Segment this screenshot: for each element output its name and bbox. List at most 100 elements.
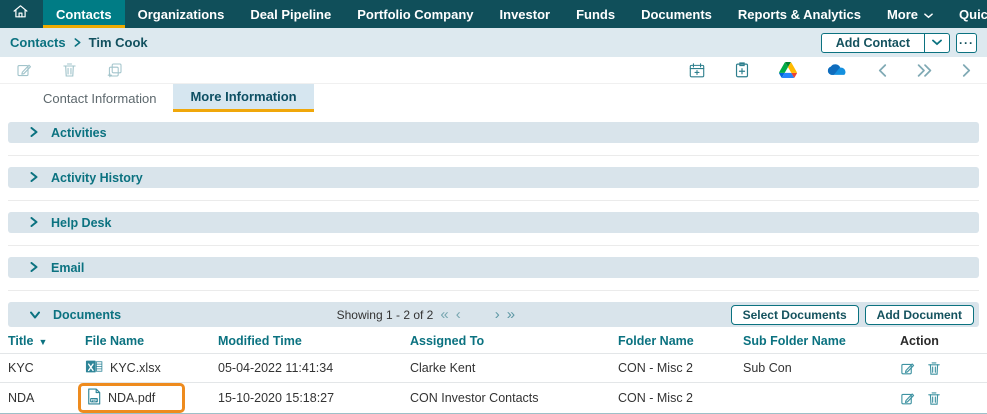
tab-label: Contact Information: [43, 90, 157, 106]
previous-page-icon[interactable]: ‹: [455, 306, 461, 323]
detail-tabs: Contact Information More Information: [0, 84, 987, 112]
edit-icon[interactable]: [900, 361, 915, 376]
column-header-file-name[interactable]: File Name: [85, 334, 145, 348]
nav-item-label: Contacts: [56, 6, 112, 22]
edit-icon[interactable]: [16, 62, 32, 78]
svg-text:PDF: PDF: [91, 398, 97, 402]
chevron-right-icon: [30, 214, 38, 232]
file-link[interactable]: PDF NDA.pdf: [87, 388, 155, 408]
cell-folder-name: CON - Misc 2: [610, 382, 735, 414]
skip-forward-icon[interactable]: [917, 63, 932, 77]
section-help-desk: Help Desk: [8, 212, 979, 246]
file-link[interactable]: KYC.xlsx: [85, 359, 161, 377]
record-toolbar: [0, 57, 987, 84]
tab-more-information[interactable]: More Information: [173, 84, 314, 112]
section-activity-history: Activity History: [8, 167, 979, 201]
nav-item-documents[interactable]: Documents: [628, 0, 725, 28]
tab-label: More Information: [190, 89, 297, 104]
calendar-add-icon[interactable]: [689, 62, 705, 78]
chevron-right-icon: [74, 38, 81, 47]
section-label: Activity History: [51, 170, 143, 185]
column-header-title[interactable]: Title ▼: [8, 334, 48, 348]
nav-item-label: Deal Pipeline: [250, 6, 332, 22]
section-list: Activities Activity History Help Desk Em…: [0, 112, 987, 291]
last-page-icon[interactable]: »: [506, 306, 516, 323]
first-page-icon[interactable]: «: [440, 306, 449, 323]
cell-assigned-to: Clarke Kent: [402, 353, 610, 383]
more-actions-button[interactable]: ···: [956, 32, 977, 53]
section-label: Activities: [51, 125, 107, 140]
nav-item-more[interactable]: More: [874, 0, 946, 28]
excel-file-icon: [85, 359, 103, 377]
section-header-activities[interactable]: Activities: [8, 122, 979, 143]
next-record-icon[interactable]: [962, 63, 971, 77]
cell-assigned-to: CON Investor Contacts: [402, 382, 610, 414]
tab-contact-information[interactable]: Contact Information: [26, 84, 173, 112]
chevron-right-icon: [30, 124, 38, 142]
add-contact-dropdown-button[interactable]: [924, 33, 949, 52]
chevron-right-icon: [30, 259, 38, 277]
file-name: KYC.xlsx: [110, 361, 161, 375]
nav-item-quick-create[interactable]: Quick Create: [946, 0, 987, 28]
nav-item-label: More: [886, 6, 919, 22]
nav-item-funds[interactable]: Funds: [563, 0, 628, 28]
add-contact-split-button: Add Contact: [820, 32, 950, 53]
breadcrumb-current: Tim Cook: [88, 35, 148, 50]
delete-icon[interactable]: [927, 391, 941, 406]
section-header-activity-history[interactable]: Activity History: [8, 167, 979, 188]
chevron-down-icon: [924, 7, 933, 22]
column-header-sub-folder-name[interactable]: Sub Folder Name: [743, 334, 846, 348]
nav-item-deal-pipeline[interactable]: Deal Pipeline: [237, 0, 344, 28]
column-header-assigned-to[interactable]: Assigned To: [410, 334, 485, 348]
table-header-row: Title ▼ File Name Modified Time Assigned …: [0, 327, 987, 354]
nav-item-label: Funds: [576, 6, 616, 22]
add-contact-button[interactable]: Add Contact: [835, 35, 910, 50]
breadcrumb-contacts-link[interactable]: Contacts: [10, 35, 66, 50]
home-button[interactable]: [0, 0, 43, 28]
section-email: Email: [8, 257, 979, 291]
cell-title: NDA: [0, 382, 77, 414]
section-header-documents[interactable]: Documents: [30, 306, 121, 324]
column-header-modified-time[interactable]: Modified Time: [218, 334, 302, 348]
cell-modified-time: 05-04-2022 11:41:34: [210, 353, 402, 383]
nav-item-organizations[interactable]: Organizations: [125, 0, 238, 28]
nav-item-label: Investor: [499, 6, 551, 22]
nav-item-label: Reports & Analytics: [737, 6, 861, 22]
nav-item-portfolio-company[interactable]: Portfolio Company: [344, 0, 486, 28]
pagination-summary: Showing 1 - 2 of 2: [336, 307, 434, 322]
documents-table: Title ▼ File Name Modified Time Assigned …: [0, 327, 987, 414]
chevron-right-icon: [30, 169, 38, 187]
documents-panel: Documents Showing 1 - 2 of 2 « ‹ › » Sel…: [0, 302, 987, 327]
chevron-down-icon: [30, 306, 40, 324]
cell-folder-name: CON - Misc 2: [610, 353, 735, 383]
section-header-email[interactable]: Email: [8, 257, 979, 278]
select-documents-button[interactable]: Select Documents: [730, 304, 859, 325]
section-header-help-desk[interactable]: Help Desk: [8, 212, 979, 233]
next-page-icon[interactable]: ›: [494, 306, 500, 323]
section-label: Help Desk: [51, 215, 112, 230]
add-document-button[interactable]: Add Document: [864, 304, 974, 325]
section-label: Documents: [53, 307, 122, 322]
nav-item-reports-analytics[interactable]: Reports & Analytics: [725, 0, 874, 28]
task-add-icon[interactable]: [735, 62, 749, 78]
highlight-annotation-box: PDF NDA.pdf: [78, 383, 186, 413]
nav-item-label: Portfolio Company: [357, 6, 474, 22]
google-drive-icon[interactable]: [779, 62, 797, 78]
column-header-action: Action: [900, 334, 939, 348]
top-navbar: Contacts Organizations Deal Pipeline Por…: [0, 0, 987, 28]
previous-record-icon[interactable]: [878, 63, 887, 77]
nav-item-label: Organizations: [137, 6, 225, 22]
cell-sub-folder-name: Sub Con: [735, 353, 892, 383]
nav-item-investor[interactable]: Investor: [487, 0, 564, 28]
delete-icon[interactable]: [62, 62, 77, 78]
documents-header-bar: Documents Showing 1 - 2 of 2 « ‹ › » Sel…: [8, 302, 979, 327]
clone-icon[interactable]: [107, 62, 123, 78]
section-label: Email: [51, 260, 85, 275]
edit-icon[interactable]: [900, 391, 915, 406]
column-header-folder-name[interactable]: Folder Name: [618, 334, 694, 348]
nav-item-contacts[interactable]: Contacts: [43, 0, 125, 28]
onedrive-icon[interactable]: [827, 63, 848, 77]
file-name: NDA.pdf: [108, 391, 156, 405]
sort-descending-icon[interactable]: ▼: [38, 337, 48, 347]
delete-icon[interactable]: [927, 361, 941, 376]
